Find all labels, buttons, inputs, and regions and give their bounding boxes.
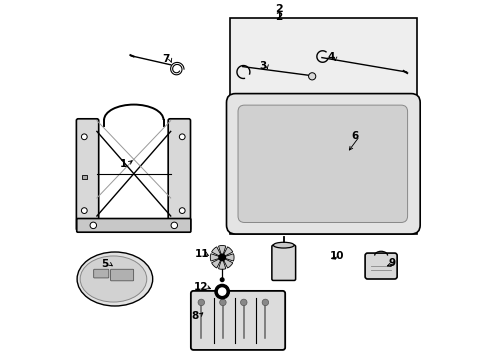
FancyBboxPatch shape bbox=[271, 245, 295, 280]
Circle shape bbox=[218, 288, 225, 295]
Text: 6: 6 bbox=[351, 131, 358, 141]
Ellipse shape bbox=[77, 252, 152, 306]
Text: 2: 2 bbox=[274, 4, 282, 14]
Circle shape bbox=[219, 254, 225, 261]
Wedge shape bbox=[218, 257, 225, 269]
Wedge shape bbox=[218, 246, 225, 257]
Text: 1: 1 bbox=[120, 159, 127, 169]
Circle shape bbox=[179, 208, 185, 213]
FancyBboxPatch shape bbox=[230, 18, 416, 234]
Text: 5: 5 bbox=[101, 258, 108, 269]
FancyBboxPatch shape bbox=[77, 219, 190, 232]
FancyBboxPatch shape bbox=[110, 269, 133, 281]
Text: 4: 4 bbox=[326, 52, 334, 62]
Circle shape bbox=[171, 222, 177, 229]
Circle shape bbox=[81, 134, 87, 140]
Text: 2: 2 bbox=[275, 12, 282, 22]
Wedge shape bbox=[211, 247, 222, 257]
Circle shape bbox=[179, 134, 185, 140]
Ellipse shape bbox=[273, 242, 294, 248]
FancyBboxPatch shape bbox=[190, 291, 285, 350]
Wedge shape bbox=[222, 257, 232, 268]
Circle shape bbox=[219, 299, 225, 306]
Circle shape bbox=[220, 278, 224, 282]
Ellipse shape bbox=[80, 256, 146, 302]
Circle shape bbox=[90, 222, 96, 229]
Circle shape bbox=[81, 208, 87, 213]
FancyBboxPatch shape bbox=[81, 175, 87, 179]
Text: 11: 11 bbox=[194, 249, 209, 259]
Text: 10: 10 bbox=[329, 251, 343, 261]
Circle shape bbox=[215, 284, 229, 299]
FancyBboxPatch shape bbox=[94, 269, 108, 278]
FancyBboxPatch shape bbox=[365, 253, 396, 279]
FancyBboxPatch shape bbox=[168, 119, 190, 230]
Text: 3: 3 bbox=[258, 60, 265, 71]
Wedge shape bbox=[222, 254, 234, 261]
Text: 8: 8 bbox=[191, 311, 198, 321]
Circle shape bbox=[198, 299, 204, 306]
Wedge shape bbox=[222, 247, 232, 257]
Wedge shape bbox=[210, 254, 222, 261]
Text: 7: 7 bbox=[162, 54, 169, 64]
Circle shape bbox=[308, 73, 315, 80]
Circle shape bbox=[240, 299, 246, 306]
Text: 9: 9 bbox=[388, 258, 395, 268]
Wedge shape bbox=[211, 257, 222, 268]
FancyBboxPatch shape bbox=[226, 94, 419, 234]
FancyBboxPatch shape bbox=[238, 105, 407, 222]
Text: 12: 12 bbox=[194, 282, 208, 292]
Circle shape bbox=[262, 299, 268, 306]
FancyBboxPatch shape bbox=[76, 119, 99, 230]
